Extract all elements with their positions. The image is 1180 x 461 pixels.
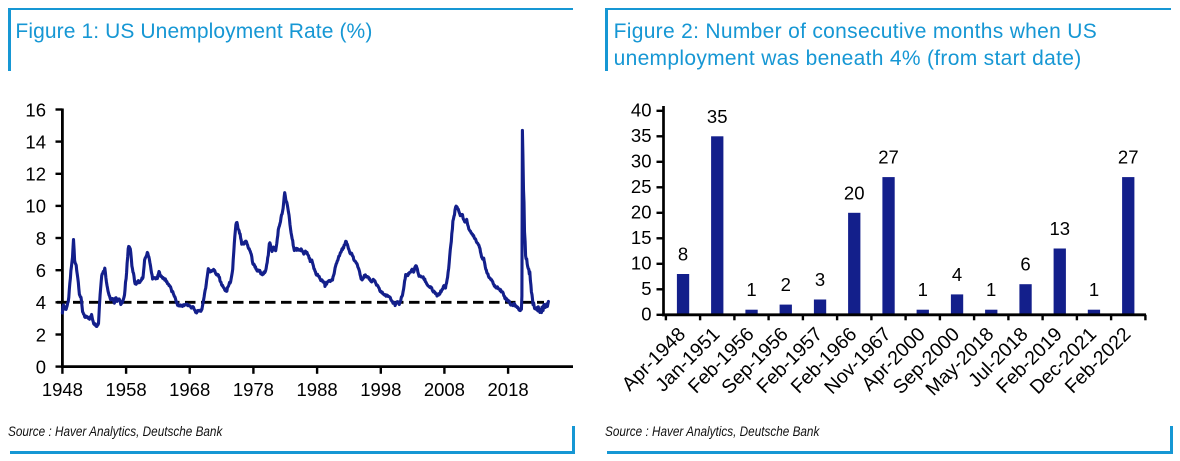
svg-text:1998: 1998 <box>360 379 401 400</box>
svg-text:0: 0 <box>36 356 46 377</box>
svg-text:1958: 1958 <box>106 379 147 400</box>
svg-text:1: 1 <box>986 279 996 300</box>
svg-text:35: 35 <box>631 125 652 146</box>
svg-text:1: 1 <box>1089 279 1099 300</box>
svg-text:6: 6 <box>36 260 46 281</box>
svg-text:27: 27 <box>1118 147 1139 168</box>
svg-text:30: 30 <box>631 150 652 171</box>
svg-text:6: 6 <box>1020 254 1030 275</box>
svg-text:16: 16 <box>25 99 46 120</box>
svg-text:13: 13 <box>1050 218 1071 239</box>
svg-text:1948: 1948 <box>42 379 83 400</box>
svg-text:8: 8 <box>678 244 688 265</box>
svg-text:2: 2 <box>781 274 791 295</box>
svg-text:5: 5 <box>641 278 651 299</box>
svg-text:1: 1 <box>746 279 756 300</box>
svg-text:2008: 2008 <box>424 379 465 400</box>
svg-text:2018: 2018 <box>488 379 529 400</box>
svg-text:4: 4 <box>952 264 962 285</box>
svg-text:15: 15 <box>631 227 652 248</box>
svg-text:10: 10 <box>631 252 652 273</box>
svg-text:8: 8 <box>36 228 46 249</box>
svg-text:35: 35 <box>707 106 728 127</box>
svg-text:4: 4 <box>36 292 46 313</box>
svg-text:1: 1 <box>918 279 928 300</box>
svg-text:10: 10 <box>25 196 46 217</box>
svg-text:1988: 1988 <box>297 379 338 400</box>
svg-text:20: 20 <box>844 182 865 203</box>
svg-text:0: 0 <box>641 303 651 324</box>
svg-text:1978: 1978 <box>233 379 274 400</box>
svg-text:2: 2 <box>36 324 46 345</box>
svg-text:12: 12 <box>25 164 46 185</box>
svg-text:14: 14 <box>25 131 46 152</box>
svg-text:3: 3 <box>815 269 825 290</box>
svg-text:25: 25 <box>631 176 652 197</box>
svg-text:20: 20 <box>631 201 652 222</box>
svg-text:40: 40 <box>631 99 652 120</box>
svg-text:1968: 1968 <box>169 379 210 400</box>
svg-text:27: 27 <box>878 147 899 168</box>
